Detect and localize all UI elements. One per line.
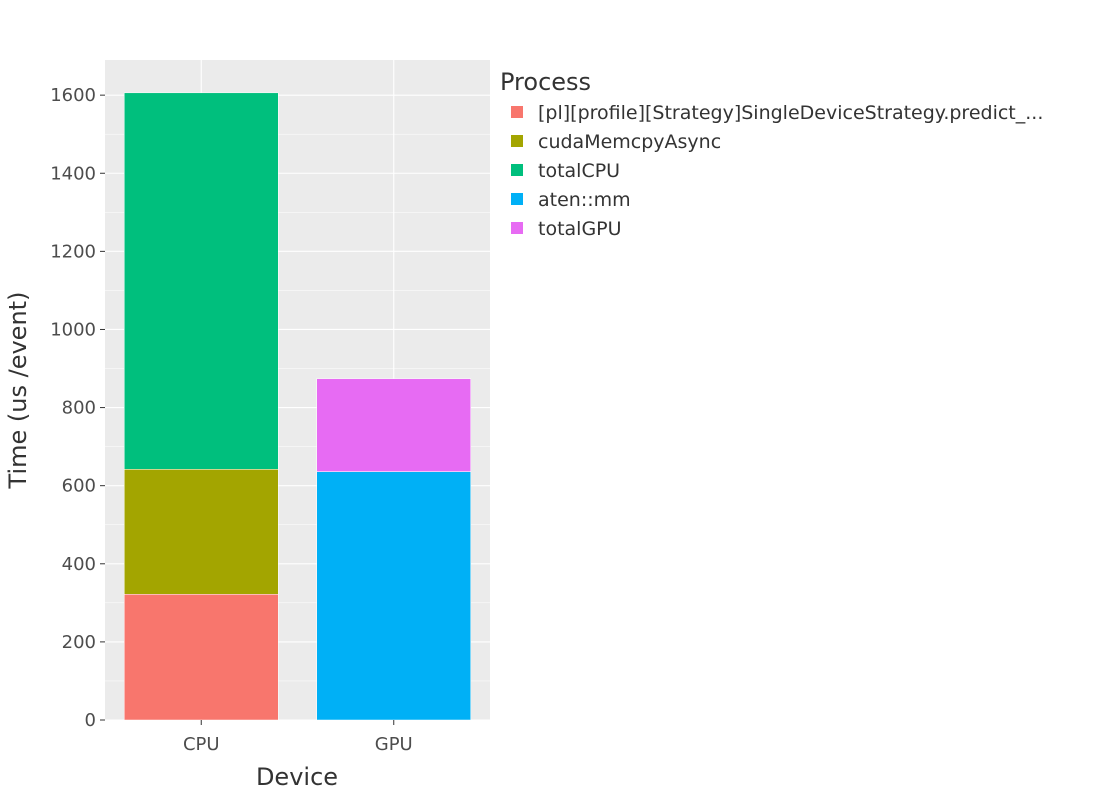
y-tick-label: 1200 bbox=[50, 241, 96, 262]
legend-label: [pl][profile][Strategy]SingleDeviceStrat… bbox=[538, 102, 1043, 124]
y-tick-label: 200 bbox=[62, 632, 96, 653]
legend-swatch bbox=[511, 164, 523, 176]
bar-segment bbox=[316, 378, 471, 472]
bar-segment bbox=[316, 471, 471, 721]
bars bbox=[124, 92, 471, 721]
y-tick-label: 400 bbox=[62, 554, 96, 575]
y-tick-label: 1400 bbox=[50, 163, 96, 184]
legend-swatch bbox=[511, 222, 523, 234]
legend-swatch bbox=[511, 106, 523, 118]
x-axis-title: Device bbox=[256, 763, 338, 791]
legend-swatch bbox=[511, 193, 523, 205]
bar-segment bbox=[124, 92, 279, 470]
bar-segment bbox=[124, 593, 279, 721]
legend-title: Process bbox=[500, 68, 591, 96]
y-axis-title: Time (us /event) bbox=[4, 292, 32, 490]
y-tick-label: 600 bbox=[62, 476, 96, 497]
y-tick-label: 0 bbox=[85, 710, 96, 731]
legend-label: cudaMemcpyAsync bbox=[538, 131, 721, 153]
y-tick-label: 1000 bbox=[50, 319, 96, 340]
y-axis: 0 200 400 600 800 1000 1200 1400 1600 bbox=[50, 85, 105, 731]
x-tick-label: CPU bbox=[183, 734, 220, 755]
legend: Process [pl][profile][Strategy]SingleDev… bbox=[500, 68, 1043, 240]
legend-label: aten::mm bbox=[538, 189, 631, 211]
y-tick-label: 1600 bbox=[50, 85, 96, 106]
legend-label: totalCPU bbox=[538, 160, 620, 182]
bar-segment bbox=[124, 469, 279, 595]
legend-swatch bbox=[511, 135, 523, 147]
legend-label: totalGPU bbox=[538, 218, 622, 240]
x-axis: CPU GPU bbox=[183, 720, 413, 755]
x-tick-label: GPU bbox=[375, 734, 413, 755]
y-tick-label: 800 bbox=[62, 398, 96, 419]
